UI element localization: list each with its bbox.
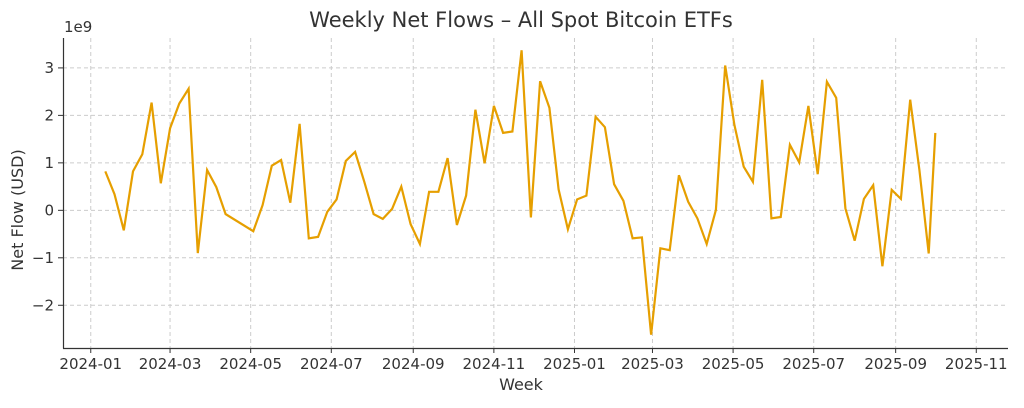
y-tick-label: 2 (44, 106, 54, 124)
x-tick-label: 2024-11 (463, 355, 526, 373)
x-tick-label: 2025-03 (621, 355, 684, 373)
x-tick-label: 2024-09 (382, 355, 445, 373)
x-tick-label: 2024-03 (139, 355, 202, 373)
y-tick-label: −2 (32, 296, 54, 314)
x-tick-label: 2025-07 (782, 355, 845, 373)
y-tick-label: 1 (44, 154, 54, 172)
y-tick-label: −1 (32, 249, 54, 267)
y-axis-label: Net Flow (USD) (8, 149, 27, 270)
net-flow-line (105, 50, 935, 334)
x-tick-label: 2025-01 (543, 355, 606, 373)
y-tick-label: 0 (44, 201, 54, 219)
x-tick-label: 2025-11 (945, 355, 1008, 373)
x-axis-label: Week (499, 375, 544, 394)
y-multiplier-label: 1e9 (64, 18, 92, 36)
x-tick-label: 2024-07 (300, 355, 363, 373)
y-tick-label: 3 (44, 59, 54, 77)
x-tick-label: 2025-09 (864, 355, 927, 373)
x-tick-label: 2024-05 (219, 355, 282, 373)
x-tick-label: 2024-01 (59, 355, 122, 373)
x-tick-label: 2025-05 (702, 355, 765, 373)
chart-title: Weekly Net Flows – All Spot Bitcoin ETFs (309, 8, 733, 32)
